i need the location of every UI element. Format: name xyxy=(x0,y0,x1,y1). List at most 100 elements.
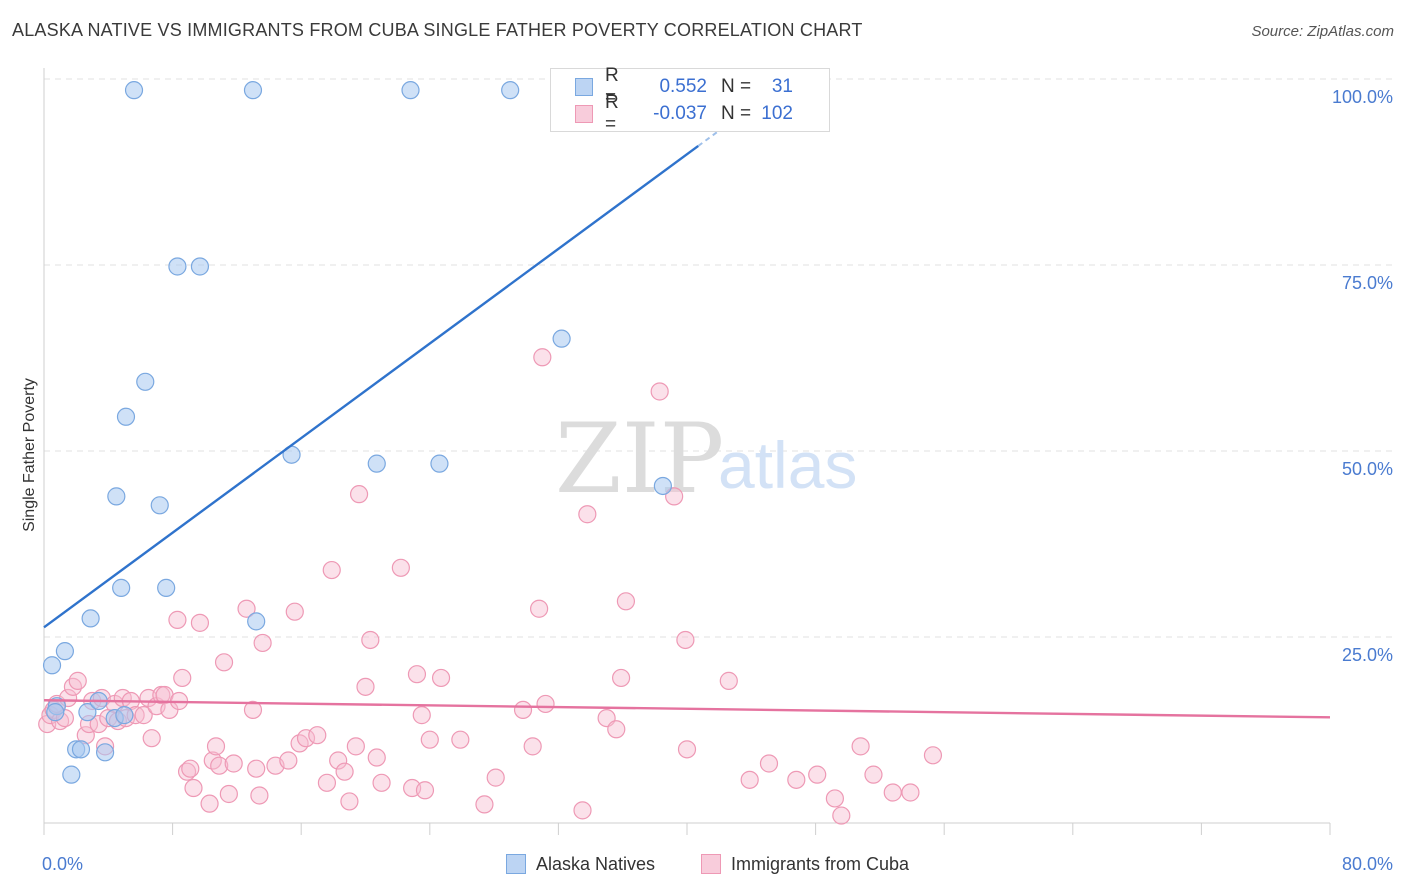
data-point-immigrants-from-cuba xyxy=(237,599,256,618)
data-point-alaska-natives xyxy=(62,765,81,784)
data-point-alaska-natives xyxy=(124,81,144,100)
x-tick-label: 0.0% xyxy=(42,854,83,874)
data-point-immigrants-from-cuba xyxy=(523,737,542,756)
data-point-immigrants-from-cuba xyxy=(181,759,200,778)
data-point-immigrants-from-cuba xyxy=(616,592,636,611)
trend-line-immigrants-from-cuba xyxy=(43,699,1331,719)
data-point-immigrants-from-cuba xyxy=(285,602,304,621)
data-point-immigrants-from-cuba xyxy=(322,560,341,580)
data-point-immigrants-from-cuba xyxy=(200,794,219,813)
data-point-immigrants-from-cuba xyxy=(168,610,187,629)
data-point-immigrants-from-cuba xyxy=(346,737,365,756)
data-point-immigrants-from-cuba xyxy=(279,751,298,770)
data-point-immigrants-from-cuba xyxy=(356,677,375,696)
data-point-alaska-natives xyxy=(81,609,100,628)
legend-n-label: N = xyxy=(721,103,752,124)
source-credit: Source: ZipAtlas.com xyxy=(1251,23,1394,40)
data-point-immigrants-from-cuba xyxy=(611,668,631,688)
data-point-immigrants-from-cuba xyxy=(451,730,470,749)
data-point-alaska-natives xyxy=(95,743,115,762)
data-point-immigrants-from-cuba xyxy=(851,737,870,756)
data-point-immigrants-from-cuba xyxy=(578,505,597,524)
y-tick-label: 75.0% xyxy=(1342,273,1393,293)
bottom-legend-swatch-pink xyxy=(701,854,721,874)
data-point-immigrants-from-cuba xyxy=(415,781,435,800)
data-point-immigrants-from-cuba xyxy=(677,740,697,759)
data-point-alaska-natives xyxy=(42,656,62,675)
data-point-immigrants-from-cuba xyxy=(214,653,234,672)
data-point-alaska-natives xyxy=(501,81,520,100)
data-point-immigrants-from-cuba xyxy=(308,726,327,745)
data-point-immigrants-from-cuba xyxy=(650,382,669,401)
x-tick-label: 80.0% xyxy=(1342,854,1393,874)
data-point-immigrants-from-cuba xyxy=(63,677,83,696)
data-point-immigrants-from-cuba xyxy=(367,748,386,767)
gridlines xyxy=(44,78,1392,638)
watermark-atlas: atlas xyxy=(718,428,857,502)
watermark-zip: ZIP xyxy=(555,403,724,515)
data-point-alaska-natives xyxy=(150,496,169,515)
legend-swatch-pink xyxy=(575,105,593,123)
data-point-alaska-natives xyxy=(115,706,134,725)
data-point-immigrants-from-cuba xyxy=(533,348,552,367)
data-point-immigrants-from-cuba xyxy=(431,668,451,688)
legend-r-value: 0.552 xyxy=(659,76,707,97)
data-point-immigrants-from-cuba xyxy=(372,773,391,792)
legend-n-value: 31 xyxy=(771,76,793,97)
chart-title: ALASKA NATIVE VS IMMIGRANTS FROM CUBA SI… xyxy=(12,20,863,40)
data-point-immigrants-from-cuba xyxy=(177,762,197,781)
data-point-alaska-natives xyxy=(552,329,571,348)
bottom-legend-swatch-blue xyxy=(506,854,526,874)
data-point-alaska-natives xyxy=(430,454,449,473)
data-point-immigrants-from-cuba xyxy=(190,613,210,632)
data-point-immigrants-from-cuba xyxy=(224,754,243,773)
legend-n-label: N = xyxy=(721,76,752,97)
series-alaska-natives xyxy=(42,81,672,784)
data-point-immigrants-from-cuba xyxy=(243,700,263,720)
data-point-alaska-natives xyxy=(112,578,131,597)
data-point-immigrants-from-cuba xyxy=(883,783,902,802)
legend-swatch-blue xyxy=(575,78,593,96)
data-point-immigrants-from-cuba xyxy=(864,765,883,784)
data-point-immigrants-from-cuba xyxy=(340,792,359,811)
data-point-immigrants-from-cuba xyxy=(412,706,431,725)
data-point-immigrants-from-cuba xyxy=(219,784,238,804)
trend-line-alaska-natives xyxy=(43,144,699,629)
bottom-legend-alaska-natives: Alaska Natives xyxy=(506,852,655,876)
tick-labels: 25.0% 50.0% 75.0% 100.0% 0.0% 80.0% xyxy=(42,87,1393,874)
data-point-immigrants-from-cuba xyxy=(335,762,354,781)
bottom-legend-immigrants-from-cuba: Immigrants from Cuba xyxy=(701,852,909,876)
legend-r-label: R = xyxy=(605,65,619,108)
data-point-immigrants-from-cuba xyxy=(607,720,626,739)
data-point-immigrants-from-cuba xyxy=(206,737,226,756)
bottom-legend-label: Alaska Natives xyxy=(536,853,656,874)
bottom-legend-label: Immigrants from Cuba xyxy=(731,853,910,874)
data-point-immigrants-from-cuba xyxy=(253,633,272,653)
data-point-alaska-natives xyxy=(401,81,420,100)
data-point-immigrants-from-cuba xyxy=(68,671,87,690)
data-point-immigrants-from-cuba xyxy=(759,754,779,773)
data-point-immigrants-from-cuba xyxy=(901,783,920,802)
data-point-alaska-natives xyxy=(136,372,155,391)
data-point-alaska-natives xyxy=(168,257,187,276)
legend-row-alaska-natives: R = 0.552 N = 31 xyxy=(575,65,793,108)
data-point-immigrants-from-cuba xyxy=(513,700,533,720)
data-point-alaska-natives xyxy=(116,407,136,426)
data-point-immigrants-from-cuba xyxy=(825,789,844,808)
data-point-immigrants-from-cuba xyxy=(184,778,203,798)
legend-r-value: -0.037 xyxy=(653,103,707,124)
data-point-alaska-natives xyxy=(247,612,266,631)
data-point-immigrants-from-cuba xyxy=(317,773,337,792)
data-point-immigrants-from-cuba xyxy=(719,671,738,690)
data-point-immigrants-from-cuba xyxy=(475,795,494,814)
data-point-immigrants-from-cuba xyxy=(676,630,695,650)
data-point-immigrants-from-cuba xyxy=(530,599,549,618)
data-point-immigrants-from-cuba xyxy=(536,694,555,714)
data-point-immigrants-from-cuba xyxy=(740,770,759,789)
data-point-immigrants-from-cuba xyxy=(420,730,439,749)
data-point-alaska-natives xyxy=(243,81,263,100)
y-tick-label: 50.0% xyxy=(1342,459,1393,479)
data-point-alaska-natives xyxy=(78,703,97,722)
series-immigrants-from-cuba xyxy=(38,348,943,825)
